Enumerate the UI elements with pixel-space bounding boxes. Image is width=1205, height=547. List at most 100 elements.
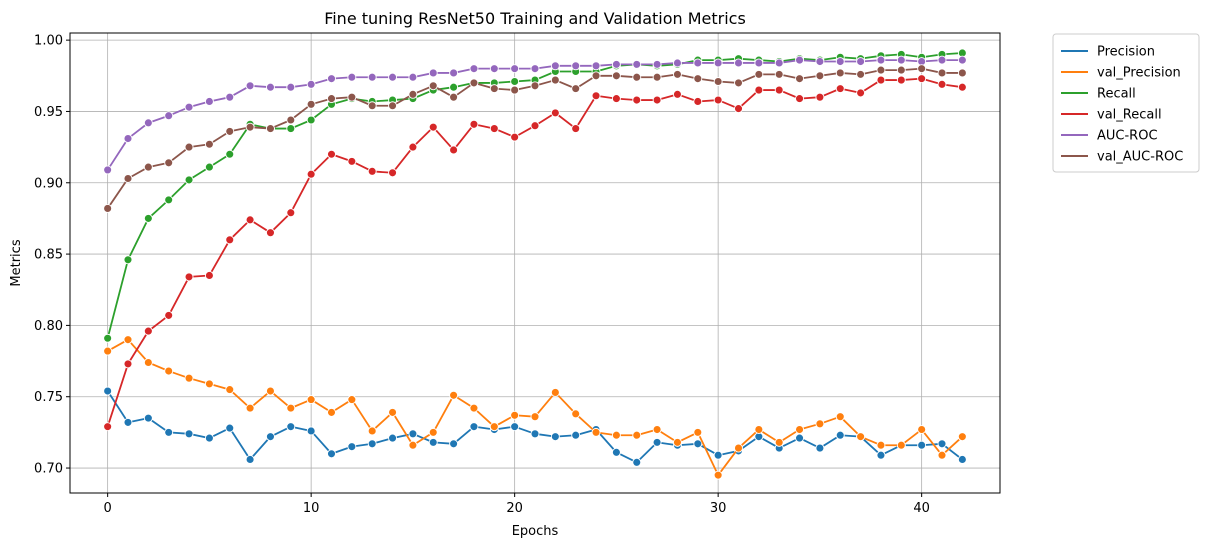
data-point-val-auc-roc xyxy=(103,203,113,213)
data-point-val-recall xyxy=(469,119,479,129)
data-point-val-auc-roc xyxy=(123,174,133,183)
data-point-val-precision xyxy=(632,430,642,440)
data-point-val-auc-roc xyxy=(957,68,967,78)
data-point-val-auc-roc xyxy=(876,65,886,75)
data-point-precision xyxy=(815,443,825,453)
data-point-val-precision xyxy=(388,407,397,417)
data-point-val-auc-roc xyxy=(937,68,947,78)
data-point-val-precision xyxy=(957,432,967,442)
data-point-val-precision xyxy=(734,443,743,453)
data-point-val-recall xyxy=(550,108,560,118)
data-point-precision xyxy=(571,430,581,440)
data-point-val-auc-roc xyxy=(306,99,316,109)
legend: Precision val_Precision Recall val_Recall AU… xyxy=(1052,33,1200,173)
data-point-auc-roc xyxy=(957,55,967,65)
data-point-val-recall xyxy=(693,97,703,106)
data-point-recall xyxy=(204,162,214,172)
data-point-recall xyxy=(184,175,194,185)
data-point-val-recall xyxy=(896,75,906,85)
data-point-auc-roc xyxy=(428,68,438,78)
y-tick-label: 0.95 xyxy=(34,105,63,120)
data-point-val-auc-roc xyxy=(225,126,235,136)
data-point-val-precision xyxy=(795,425,805,434)
data-point-val-recall xyxy=(367,166,377,176)
data-point-precision xyxy=(347,442,357,452)
data-point-val-precision xyxy=(449,390,459,400)
data-point-val-recall xyxy=(937,79,947,89)
data-point-val-recall xyxy=(754,85,764,95)
data-point-val-recall xyxy=(327,149,336,159)
series-line-val-precision xyxy=(107,338,963,477)
data-point-val-recall xyxy=(673,89,682,99)
x-tick-label: 20 xyxy=(506,501,523,516)
data-point-val-recall xyxy=(917,74,927,84)
chart-title: Fine tuning ResNet50 Training and Valida… xyxy=(324,9,746,28)
data-point-val-auc-roc xyxy=(611,71,621,81)
data-point-val-recall xyxy=(204,271,214,280)
legend-item-auc-roc: AUC-ROC xyxy=(1061,129,1158,144)
data-point-auc-roc xyxy=(734,58,743,68)
data-point-val-recall xyxy=(611,94,621,104)
data-point-val-precision xyxy=(123,335,133,345)
data-point-val-recall xyxy=(876,75,886,85)
data-point-val-auc-roc xyxy=(367,101,377,111)
data-point-val-precision xyxy=(550,387,560,397)
data-point-precision xyxy=(917,440,927,450)
data-point-precision xyxy=(611,447,621,457)
data-point-val-auc-roc xyxy=(835,68,845,78)
data-point-precision xyxy=(428,437,438,447)
x-tick-label: 30 xyxy=(710,501,727,516)
data-point-precision xyxy=(693,439,703,449)
data-point-val-auc-roc xyxy=(673,69,682,79)
data-point-val-auc-roc xyxy=(265,124,275,134)
data-point-auc-roc xyxy=(611,59,621,69)
data-point-val-auc-roc xyxy=(510,85,520,95)
data-point-auc-roc xyxy=(184,102,194,112)
data-point-precision xyxy=(327,449,336,459)
legend-label: val_Recall xyxy=(1097,108,1162,123)
data-point-val-recall xyxy=(815,92,825,102)
x-axis-ticks: 0 10 20 30 40 xyxy=(104,493,930,516)
data-point-val-auc-roc xyxy=(571,84,581,94)
data-point-val-precision xyxy=(591,427,601,437)
data-point-auc-roc xyxy=(652,59,662,69)
data-point-precision xyxy=(184,429,194,439)
data-point-val-precision xyxy=(143,358,153,367)
data-point-val-auc-roc xyxy=(550,75,560,85)
data-point-precision xyxy=(388,433,397,443)
data-point-recall xyxy=(286,124,296,134)
legend-label: val_AUC-ROC xyxy=(1097,150,1183,165)
data-point-val-auc-roc xyxy=(652,72,662,82)
data-point-val-precision xyxy=(611,430,621,440)
data-point-precision xyxy=(550,432,560,442)
data-point-auc-roc xyxy=(835,57,845,66)
data-point-val-auc-roc xyxy=(530,81,540,91)
data-point-val-recall xyxy=(143,326,153,336)
data-point-val-auc-roc xyxy=(713,77,723,86)
data-point-precision xyxy=(937,439,947,449)
data-point-val-recall xyxy=(164,310,174,320)
data-point-val-precision xyxy=(306,395,316,405)
data-point-precision xyxy=(876,450,886,460)
data-point-val-recall xyxy=(123,359,133,369)
data-point-auc-roc xyxy=(225,92,235,102)
data-point-val-precision xyxy=(103,346,113,356)
data-point-val-recall xyxy=(245,215,255,225)
data-point-recall xyxy=(510,77,520,86)
data-point-val-auc-roc xyxy=(143,162,153,172)
data-point-val-recall xyxy=(591,91,601,101)
data-point-val-recall xyxy=(856,88,866,98)
data-point-auc-roc xyxy=(591,61,601,71)
data-point-auc-roc xyxy=(713,58,723,68)
x-tick-label: 40 xyxy=(913,501,930,516)
data-point-val-auc-roc xyxy=(734,78,743,88)
data-point-auc-roc xyxy=(693,58,703,68)
data-point-val-auc-roc xyxy=(184,142,194,152)
data-point-val-recall xyxy=(408,142,418,152)
x-tick-label: 0 xyxy=(104,501,112,516)
series-val-precision xyxy=(103,335,967,480)
data-point-auc-roc xyxy=(408,72,418,82)
data-point-precision xyxy=(306,426,316,436)
series-line-precision xyxy=(106,390,963,464)
